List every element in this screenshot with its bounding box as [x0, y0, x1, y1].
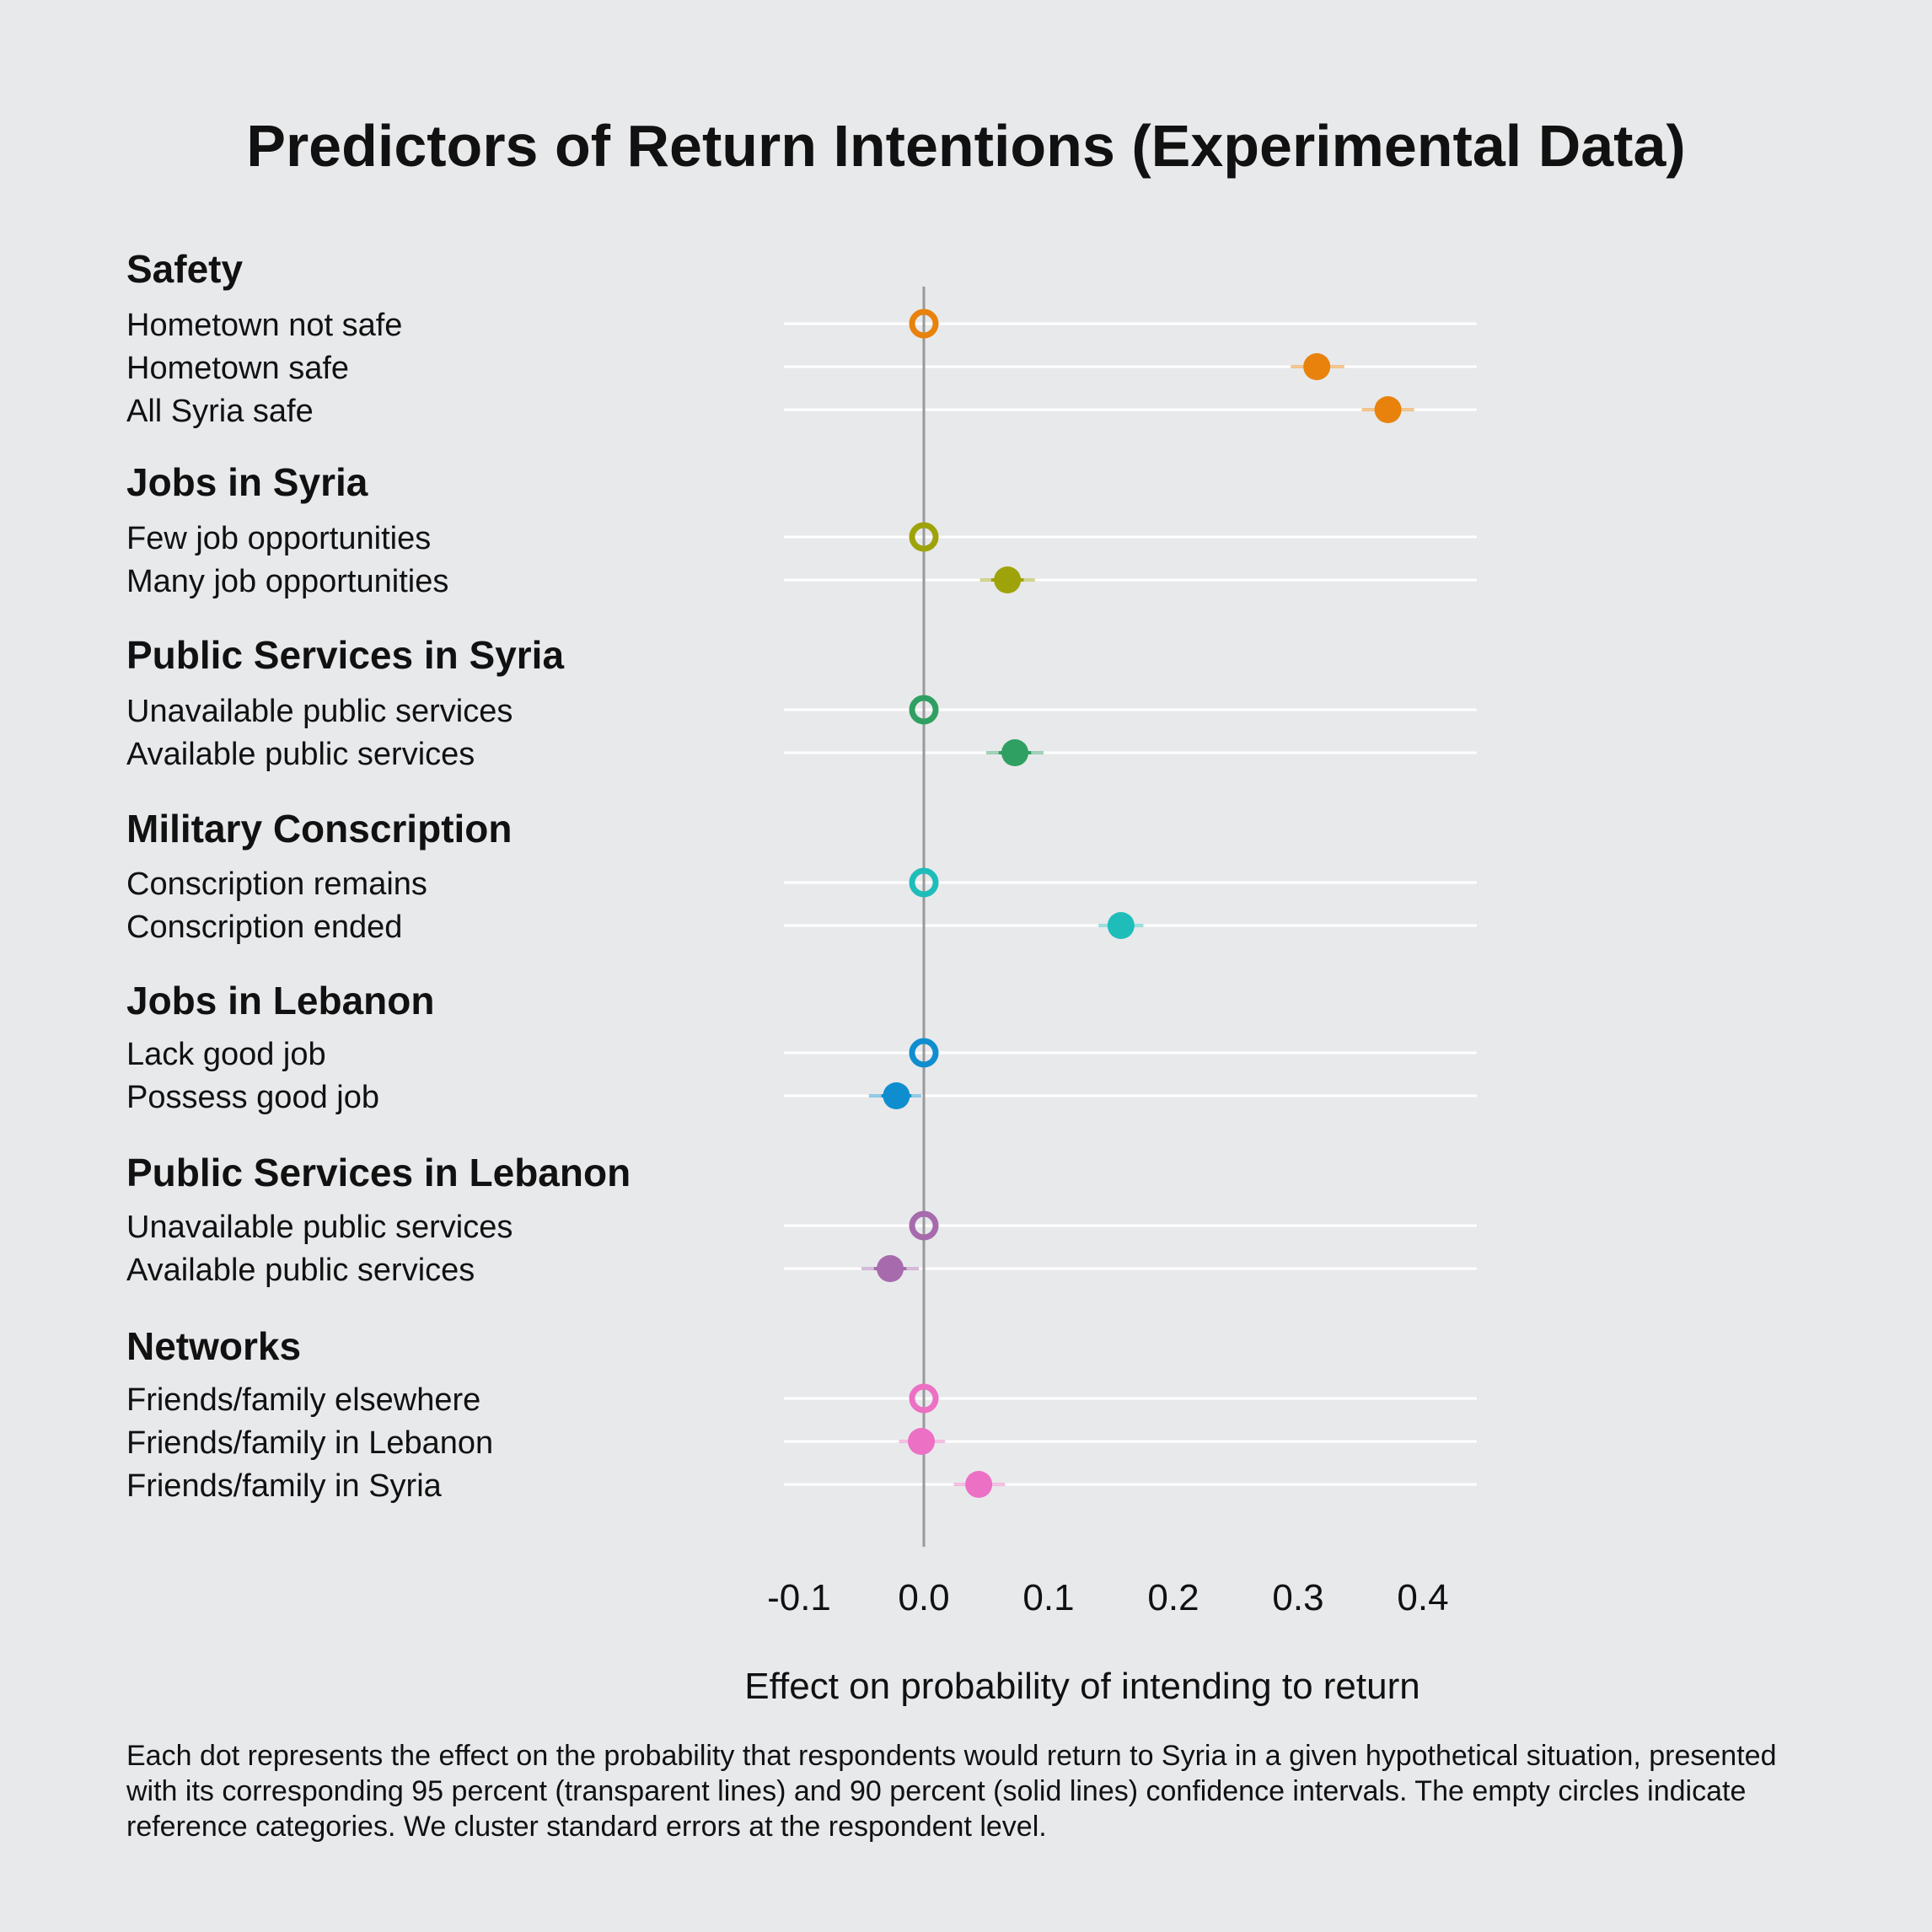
estimate-point — [908, 1428, 936, 1455]
estimate-point — [1303, 353, 1331, 380]
x-tick-label: -0.1 — [767, 1577, 831, 1618]
estimate-marks — [861, 309, 1414, 1498]
x-tick-label: 0.4 — [1397, 1577, 1448, 1618]
x-tick-label: 0.2 — [1147, 1577, 1199, 1618]
row-label: All Syria safe — [126, 394, 314, 429]
group-label: Public Services in Lebanon — [126, 1151, 631, 1194]
estimate-point — [994, 566, 1022, 593]
row-label: Available public services — [126, 737, 475, 772]
row-label: Friends/family in Lebanon — [126, 1425, 493, 1461]
reference-point — [909, 867, 939, 898]
group-label: Jobs in Lebanon — [126, 979, 434, 1022]
row-label: Possess good job — [126, 1080, 379, 1115]
estimate-point — [965, 1471, 993, 1498]
row-label: Lack good job — [126, 1037, 326, 1072]
row-label: Few job opportunities — [126, 521, 431, 556]
row-label: Conscription ended — [126, 910, 402, 945]
reference-point — [909, 1038, 939, 1068]
row-label: Unavailable public services — [126, 694, 513, 729]
group-label: Public Services in Syria — [126, 633, 564, 677]
reference-point — [909, 522, 939, 552]
x-axis-title: Effect on probability of intending to re… — [744, 1666, 1419, 1707]
row-label: Hometown not safe — [126, 308, 402, 343]
estimate-point — [1001, 739, 1029, 766]
reference-point — [909, 1383, 939, 1414]
row-label: Many job opportunities — [126, 564, 448, 599]
reference-point — [909, 1210, 939, 1241]
group-label: Networks — [126, 1324, 301, 1368]
reference-point — [909, 309, 939, 339]
estimate-point — [1107, 912, 1135, 939]
estimate-point — [877, 1255, 904, 1282]
row-labels: Safety Hometown not safe Hometown safe All … — [126, 247, 631, 1504]
row-label: Friends/family elsewhere — [126, 1382, 480, 1418]
row-label: Hometown safe — [126, 351, 349, 386]
x-tick-label: 0.3 — [1272, 1577, 1323, 1618]
group-label: Jobs in Syria — [126, 460, 368, 504]
figure-note: Each dot represents the effect on the pr… — [126, 1740, 1777, 1843]
group-label: Military Conscription — [126, 807, 512, 851]
row-label: Conscription remains — [126, 867, 427, 902]
x-axis: -0.1 0.0 0.1 0.2 0.3 0.4 — [767, 1577, 1449, 1618]
row-label: Friends/family in Syria — [126, 1468, 443, 1504]
row-label: Available public services — [126, 1253, 475, 1288]
x-tick-label: 0.1 — [1022, 1577, 1074, 1618]
estimate-point — [883, 1082, 910, 1109]
group-label: Safety — [126, 247, 243, 291]
reference-point — [909, 695, 939, 725]
x-tick-label: 0.0 — [898, 1577, 949, 1618]
gridlines — [784, 322, 1477, 1486]
row-label: Unavailable public services — [126, 1210, 513, 1245]
chart-title: Predictors of Return Intentions (Experim… — [246, 113, 1686, 179]
estimate-point — [1374, 396, 1402, 423]
